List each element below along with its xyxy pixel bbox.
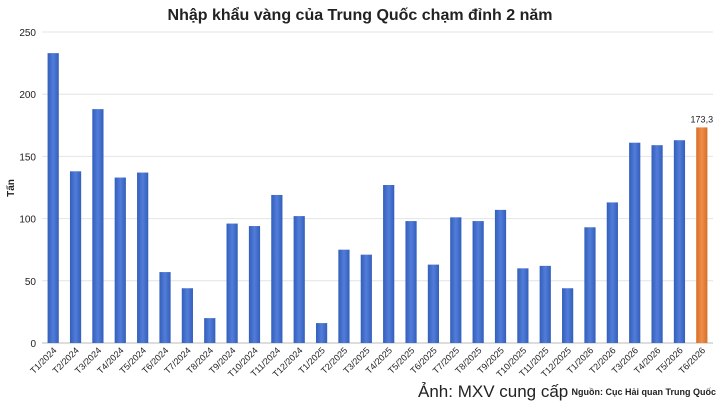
- bar-shade: [159, 272, 171, 343]
- bar-shade: [92, 109, 104, 344]
- bar-shade: [450, 217, 462, 343]
- bar-shade: [114, 177, 126, 343]
- y-tick-label: 50: [25, 277, 37, 288]
- bar-shade: [69, 171, 82, 343]
- bar-shade: [271, 194, 283, 343]
- bar-shade: [137, 172, 149, 343]
- y-tick-label: 100: [19, 215, 36, 226]
- bar-shade: [204, 318, 216, 343]
- bar-shade: [584, 227, 596, 343]
- y-tick-label: 150: [19, 152, 36, 163]
- bar-shade: [673, 140, 686, 343]
- bar-shade: [539, 265, 551, 343]
- bar-shade: [315, 323, 328, 343]
- bar-shade: [226, 223, 238, 343]
- credit: Ảnh: MXV cung cấp: [418, 382, 568, 401]
- y-tick-label: 250: [19, 28, 36, 39]
- source: Nguồn: Cục Hải quan Trung Quốc: [572, 387, 717, 397]
- bar-shade: [606, 202, 618, 343]
- bar-shade: [494, 209, 507, 343]
- bar-shade: [383, 185, 395, 343]
- bar-shade: [47, 53, 59, 343]
- bar-shade: [338, 249, 350, 343]
- bar-shade: [629, 142, 641, 343]
- bar-shade: [562, 288, 574, 343]
- bar-shade: [405, 221, 417, 343]
- bar-shade: [181, 288, 193, 343]
- y-tick-label: 0: [30, 339, 36, 350]
- value-label: 173,3: [691, 114, 714, 124]
- bar-shade: [517, 268, 529, 343]
- bar-shade: [651, 145, 663, 343]
- bar-shade: [293, 216, 305, 343]
- bar-shade: [696, 127, 708, 344]
- chart-title: Nhập khẩu vàng của Trung Quốc chạm đỉnh …: [168, 6, 553, 24]
- y-axis-label: Tấn: [5, 179, 17, 197]
- bar-shade: [248, 226, 261, 343]
- bar-shade: [427, 264, 440, 343]
- bar-shade: [360, 254, 372, 343]
- bar-shade: [472, 221, 484, 343]
- y-tick-label: 200: [19, 90, 36, 101]
